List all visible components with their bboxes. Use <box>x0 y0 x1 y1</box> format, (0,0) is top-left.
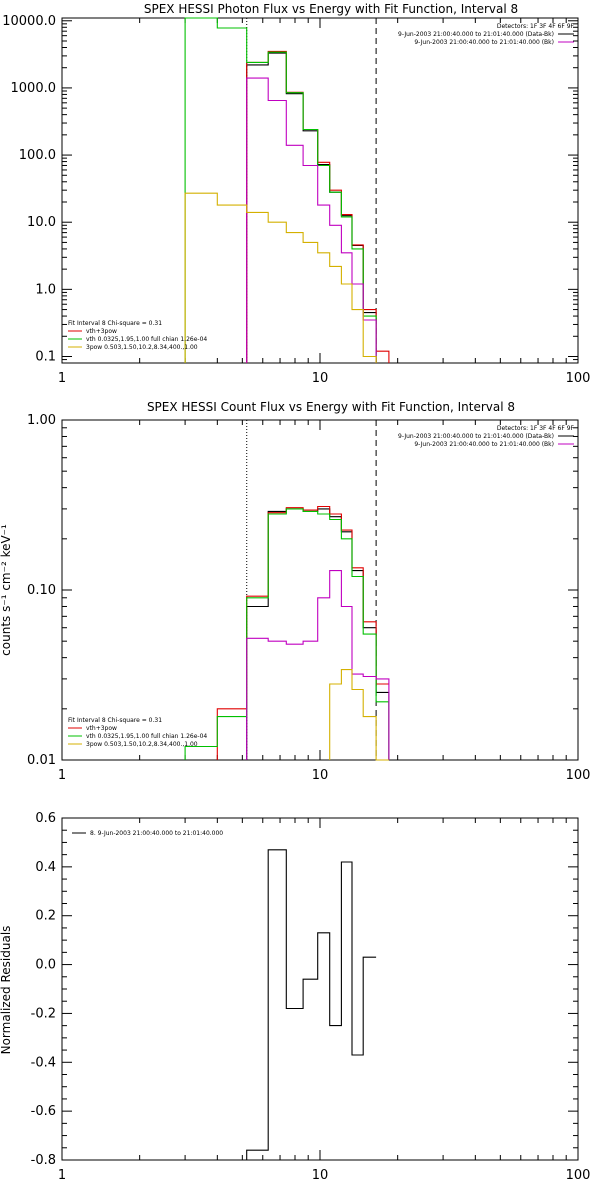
count-flux-series-2-step-line <box>184 508 390 760</box>
count-flux-x-tick-label: 100 <box>566 768 591 783</box>
photon-flux-legend-fit-entry: vth 0.0325,1.95,1.00 full chian 1.26e-04 <box>86 336 207 343</box>
photon-flux-legend-fit-entry: vth+3pow <box>86 328 117 335</box>
count-flux-legend-tr-entry: 9-Jun-2003 21:00:40.000 to 21:01:40.000 … <box>398 433 554 440</box>
count-flux-legend-fit-entry: 3pow 0.503,1.50,10.2,8.34,400.,1.00 <box>86 741 198 748</box>
count-flux-plot-area: 1 10 100 1.00 0.10 0.01 Detectors: 1F 3F 4F 6F… <box>27 413 590 783</box>
count-flux-y-tick-label: 1.00 <box>27 413 56 428</box>
residuals-y-tick-label: -0.4 <box>31 1055 56 1070</box>
photon-flux-x-tick-label: 10 <box>312 371 329 386</box>
count-flux-legend-tr-entry: 9-Jun-2003 21:00:40.000 to 21:01:40.000 … <box>414 441 554 448</box>
count-flux-y-axis-label: counts s⁻¹ cm⁻² keV⁻¹ <box>0 524 13 656</box>
count-flux-series-3-step-line <box>246 570 390 760</box>
residuals-plot-frame <box>61 817 579 1161</box>
residuals-y-axis-label: Normalized Residuals <box>0 926 13 1055</box>
count-flux-x-tick-label: 10 <box>312 768 329 783</box>
residuals-x-tick-label: 10 <box>312 1168 329 1183</box>
count-flux-title: SPEX HESSI Count Flux vs Energy with Fit… <box>147 400 515 414</box>
count-flux-y-tick-label: 0.01 <box>27 753 56 768</box>
photon-flux-y-tick-label: 1000.0 <box>11 81 57 96</box>
residuals-x-tick-label: 100 <box>566 1168 591 1183</box>
count-flux-panel: SPEX HESSI Count Flux vs Energy with Fit… <box>0 400 590 783</box>
count-flux-series-4-step-line <box>329 669 389 761</box>
photon-flux-title: SPEX HESSI Photon Flux vs Energy with Fi… <box>144 2 518 16</box>
photon-flux-plot-frame <box>61 17 579 364</box>
residuals-y-tick-label: -0.6 <box>31 1104 56 1119</box>
photon-flux-series-4-step-line <box>184 192 377 363</box>
count-flux-plot-frame <box>61 419 579 761</box>
residuals-y-tick-label: 0.4 <box>35 860 56 875</box>
photon-flux-x-tick-label: 1 <box>58 371 66 386</box>
residuals-series-0-step-line <box>246 849 377 1160</box>
residuals-y-tick-label: 0.2 <box>35 909 56 924</box>
count-flux-legend-fit-entry: vth 0.0325,1.95,1.00 full chian 1.26e-04 <box>86 733 207 740</box>
photon-flux-legend-detectors: Detectors: 1F 3F 4F 6F 9F <box>497 23 575 30</box>
residuals-y-tick-label: 0.0 <box>35 958 56 973</box>
photon-flux-panel: SPEX HESSI Photon Flux vs Energy with Fi… <box>2 2 590 386</box>
count-flux-legend-fit-entry: vth+3pow <box>86 725 117 732</box>
photon-flux-y-tick-label: 0.1 <box>35 349 56 364</box>
photon-flux-y-tick-label: 10.0 <box>27 215 56 230</box>
photon-flux-series-0-step-line <box>246 52 377 363</box>
photon-flux-series-2-step-line <box>184 17 377 363</box>
photon-flux-x-tick-label: 100 <box>566 371 591 386</box>
residuals-y-tick-label: -0.8 <box>31 1153 56 1168</box>
residuals-x-tick-label: 1 <box>58 1168 66 1183</box>
count-flux-y-tick-label: 0.10 <box>27 583 56 598</box>
residuals-plot-area: 1 10 100 0.6 0.4 0.2 0.0 -0.2 -0.4 -0.6 -0.8 8. 9-J… <box>31 811 591 1183</box>
photon-flux-legend-fit-entry: 3pow 0.503,1.50,10.2,8.34,400.,1.00 <box>86 344 198 351</box>
photon-flux-plot-area: 1 10 100 10000.0 1000.0 100.0 10.0 1.0 0.1 Detect… <box>2 14 590 386</box>
photon-flux-legend-tr-entry: 9-Jun-2003 21:00:40.000 to 21:01:40.000 … <box>398 31 554 38</box>
photon-flux-series-3-step-line <box>246 77 377 363</box>
count-flux-x-tick-label: 1 <box>58 768 66 783</box>
photon-flux-legend-fit-header: Fit Interval 8 Chi-square = 0.31 <box>68 320 162 327</box>
photon-flux-y-tick-label: 10000.0 <box>2 14 56 29</box>
photon-flux-legend-tr-entry: 9-Jun-2003 21:00:40.000 to 21:01:40.000 … <box>414 39 554 46</box>
count-flux-legend-detectors: Detectors: 1F 3F 4F 6F 9F <box>497 425 575 432</box>
photon-flux-y-tick-label: 100.0 <box>19 148 56 163</box>
residuals-y-tick-label: 0.6 <box>35 811 56 826</box>
count-flux-legend-fit-header: Fit Interval 8 Chi-square = 0.31 <box>68 717 162 724</box>
residuals-panel: Normalized Residuals 1 10 100 0.6 0.4 0.2 0.0 -… <box>0 811 590 1183</box>
residuals-legend-entry: 8. 9-Jun-2003 21:00:40.000 to 21:01:40.0… <box>90 830 223 837</box>
photon-flux-y-tick-label: 1.0 <box>35 282 56 297</box>
residuals-y-tick-label: -0.2 <box>31 1006 56 1021</box>
